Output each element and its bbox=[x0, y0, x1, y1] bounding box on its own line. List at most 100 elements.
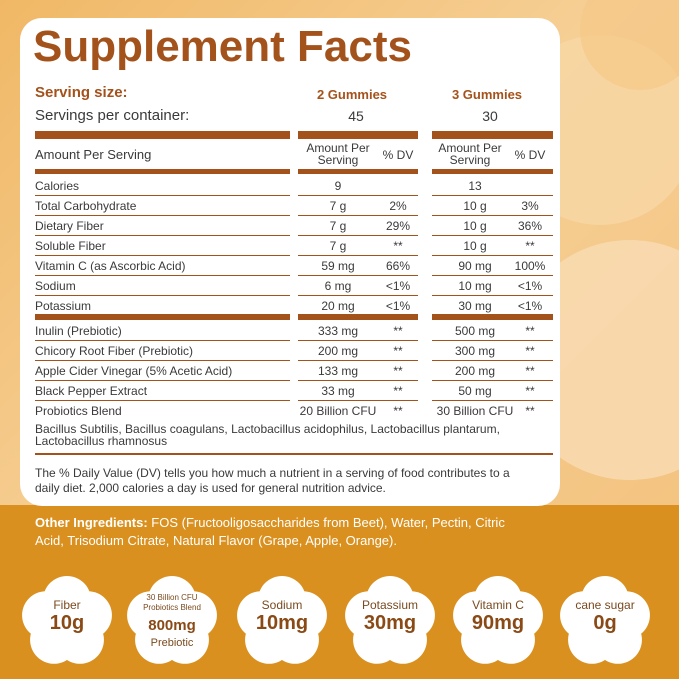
nutrient-value: <1% bbox=[385, 299, 411, 313]
nutrient-value: 13 bbox=[468, 179, 482, 193]
header: Amount Per Serving bbox=[306, 141, 370, 167]
nutrient-name: Apple Cider Vinegar (5% Acetic Acid) bbox=[35, 364, 233, 378]
serving-size: 3 Gummies bbox=[451, 87, 523, 102]
servings-count: 45 bbox=[348, 108, 364, 124]
badge-label: Prebiotic bbox=[150, 637, 194, 649]
badge-shape bbox=[453, 576, 543, 664]
rule bbox=[432, 255, 553, 256]
badge-shape bbox=[560, 576, 650, 664]
rule bbox=[432, 400, 553, 401]
badge-label: cane sugar bbox=[575, 598, 635, 612]
rule bbox=[35, 295, 290, 296]
badge-value: 10g bbox=[49, 612, 85, 634]
nutrient-value: 30 mg bbox=[458, 299, 492, 313]
nutrient-value: <1% bbox=[517, 299, 543, 313]
nutrient-value: 300 mg bbox=[454, 344, 496, 358]
rule bbox=[432, 380, 553, 381]
nutrient-value: 7 g bbox=[329, 219, 347, 233]
nutrient-value: 20 Billion CFU bbox=[299, 404, 377, 418]
nutrient-value: <1% bbox=[517, 279, 543, 293]
nutrient-value: 200 mg bbox=[454, 364, 496, 378]
rule bbox=[298, 295, 418, 296]
nutrient-value: ** bbox=[393, 344, 403, 358]
rule bbox=[432, 295, 553, 296]
rule bbox=[432, 275, 553, 276]
rule bbox=[35, 131, 290, 139]
nutrient-value: 20 mg bbox=[321, 299, 355, 313]
nutrient-value: 30 Billion CFU bbox=[436, 404, 514, 418]
rule bbox=[35, 314, 290, 320]
rule bbox=[35, 215, 290, 216]
rule bbox=[298, 131, 418, 139]
nutrient-value: ** bbox=[393, 364, 403, 378]
nutrient-value: 90 mg bbox=[458, 259, 492, 273]
rule bbox=[298, 275, 418, 276]
nutrient-value: 50 mg bbox=[458, 384, 492, 398]
nutrient-value: ** bbox=[393, 324, 403, 338]
nutrient-value: 10 g bbox=[463, 199, 487, 213]
rule bbox=[298, 235, 418, 236]
rule bbox=[432, 360, 553, 361]
rule bbox=[298, 360, 418, 361]
other-ingredients: FOS (Fructooligosaccharides from Beet), … bbox=[147, 515, 505, 530]
bottom-band bbox=[0, 505, 679, 679]
badge-value: 0g bbox=[593, 612, 617, 634]
nutrient-value: 7 g bbox=[329, 239, 347, 253]
nutrient-value: 200 mg bbox=[317, 344, 359, 358]
nutrient-name: Total Carbohydrate bbox=[35, 199, 137, 213]
nutrient-value: ** bbox=[525, 404, 535, 418]
nutrient-name: Probiotics Blend bbox=[35, 404, 122, 418]
other-ingredients-label: Other Ingredients: FOS (Fructooligosacch… bbox=[35, 515, 505, 530]
nutrient-value: 7 g bbox=[329, 199, 347, 213]
other-ingredients: Acid, Trisodium Citrate, Natural Flavor … bbox=[35, 533, 397, 548]
nutrient-value: ** bbox=[525, 239, 535, 253]
footnote: daily diet. 2,000 calories a day is used… bbox=[35, 481, 386, 495]
rule bbox=[35, 169, 290, 174]
badge-shape bbox=[127, 576, 217, 664]
badge-value: 10mg bbox=[255, 612, 309, 634]
serving-size: 2 Gummies bbox=[316, 87, 388, 102]
nutrient-value: ** bbox=[393, 404, 403, 418]
rule bbox=[432, 131, 553, 139]
nutrient-value: ** bbox=[393, 384, 403, 398]
nutrient-value: 36% bbox=[517, 219, 543, 233]
rule bbox=[432, 195, 553, 196]
nutrient-name: Black Pepper Extract bbox=[35, 384, 148, 398]
rule bbox=[35, 400, 290, 401]
badge-label: Probiotics Blend bbox=[143, 603, 201, 612]
servings-count: 30 bbox=[482, 108, 498, 124]
footnote: The % Daily Value (DV) tells you how muc… bbox=[35, 466, 510, 480]
nutrient-value: 6 mg bbox=[324, 279, 352, 293]
rule bbox=[298, 255, 418, 256]
rule bbox=[35, 235, 290, 236]
rule bbox=[432, 215, 553, 216]
rule bbox=[298, 340, 418, 341]
header: Amount Per Serving bbox=[438, 141, 502, 167]
badge-label: Fiber bbox=[53, 598, 81, 612]
servings-label: Servings per container: bbox=[35, 107, 190, 124]
rule bbox=[298, 169, 418, 174]
nutrient-value: 2% bbox=[389, 199, 407, 213]
nutrient-value: 10 g bbox=[463, 219, 487, 233]
nutrient-value: 66% bbox=[385, 259, 411, 273]
rule bbox=[432, 314, 553, 320]
badge-value: 90mg bbox=[471, 612, 525, 634]
badge-shape bbox=[237, 576, 327, 664]
badge-label: Potassium bbox=[361, 598, 419, 612]
rule bbox=[298, 195, 418, 196]
rule bbox=[298, 400, 418, 401]
nutrient-value: 10 g bbox=[463, 239, 487, 253]
rule bbox=[35, 453, 553, 455]
nutrient-value: <1% bbox=[385, 279, 411, 293]
header: % DV bbox=[514, 148, 546, 162]
rule bbox=[432, 235, 553, 236]
badge-value: 800mg bbox=[148, 617, 196, 634]
nutrient-value: 59 mg bbox=[321, 259, 355, 273]
nutrient-value: 3% bbox=[521, 199, 539, 213]
rule bbox=[432, 340, 553, 341]
rule bbox=[298, 380, 418, 381]
badge-label: Vitamin C bbox=[472, 598, 524, 612]
bubble bbox=[580, 0, 679, 90]
rule bbox=[35, 340, 290, 341]
nutrient-name: Vitamin C (as Ascorbic Acid) bbox=[35, 259, 186, 273]
